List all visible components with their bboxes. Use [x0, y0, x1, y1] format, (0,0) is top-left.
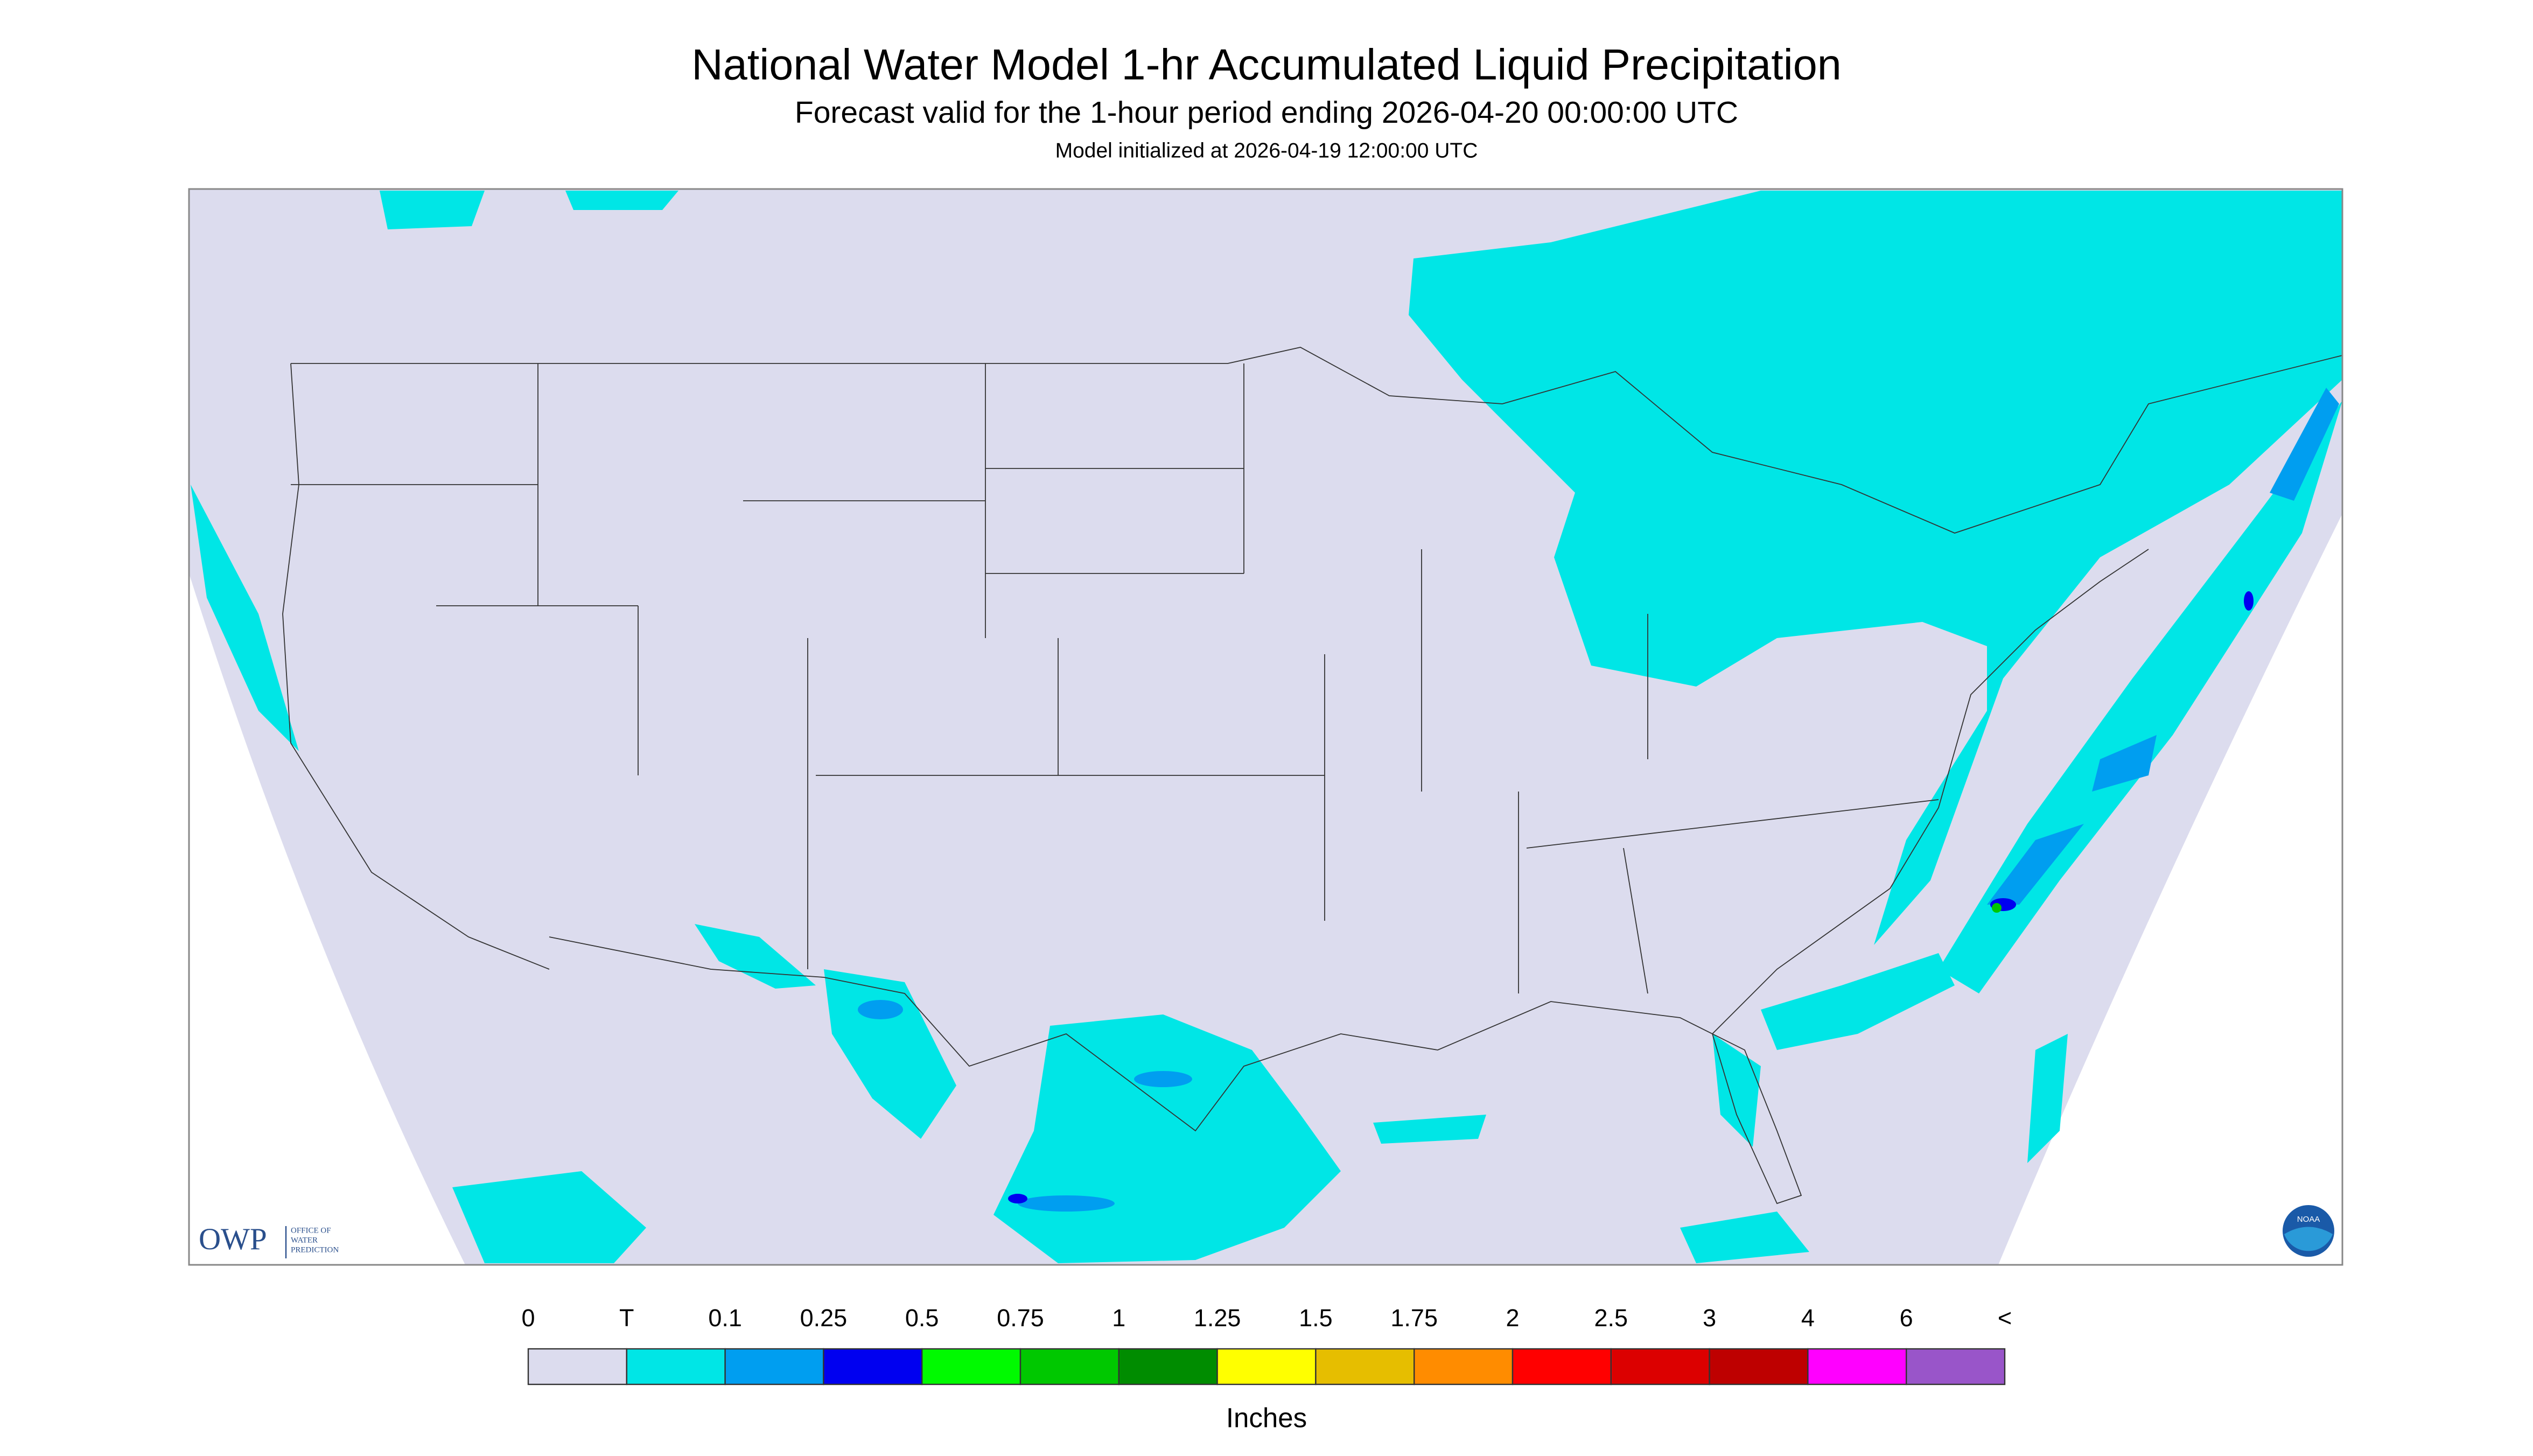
- legend-label: 6: [1900, 1304, 1913, 1332]
- logo-line: WATER: [291, 1236, 318, 1244]
- legend-label: 1: [1112, 1304, 1125, 1332]
- legend-swatch: [1315, 1348, 1415, 1385]
- legend-label: 2.5: [1594, 1304, 1628, 1332]
- noaa-text: NOAA: [2297, 1215, 2320, 1224]
- precip-moderate: [858, 388, 2339, 1212]
- legend-swatch: [1216, 1348, 1317, 1385]
- legend-swatch: [1019, 1348, 1120, 1385]
- subtitle: Forecast valid for the 1-hour period end…: [795, 95, 1738, 130]
- legend-swatch: [1905, 1348, 2006, 1385]
- legend-swatch: [1118, 1348, 1218, 1385]
- legend-units: Inches: [1226, 1402, 1307, 1433]
- legend-swatch: [1610, 1348, 1710, 1385]
- legend-label: 1.25: [1194, 1304, 1241, 1332]
- title: National Water Model 1-hr Accumulated Li…: [691, 40, 1842, 89]
- legend-swatch: [527, 1348, 628, 1385]
- legend-swatch: [1512, 1348, 1612, 1385]
- legend-swatch: [921, 1348, 1021, 1385]
- legend-label: <: [1998, 1304, 2012, 1332]
- legend-label: 1.75: [1390, 1304, 1438, 1332]
- legend-label: 0.25: [800, 1304, 848, 1332]
- init-time: Model initialized at 2026-04-19 12:00:00…: [1055, 139, 1478, 162]
- map: OWP OFFICE OF WATER PREDICTION NOAA: [188, 188, 2343, 1266]
- legend-swatch: [724, 1348, 824, 1385]
- legend-label: 0.5: [905, 1304, 939, 1332]
- precip-peak: [1992, 903, 2002, 913]
- legend-label: 2: [1506, 1304, 1519, 1332]
- legend-label: 1.5: [1299, 1304, 1333, 1332]
- legend-label: 3: [1703, 1304, 1716, 1332]
- legend-swatch: [823, 1348, 923, 1385]
- logo-line: PREDICTION: [291, 1245, 339, 1254]
- noaa-wave: [2284, 1227, 2333, 1251]
- map-frame: [188, 188, 2343, 1266]
- legend-label: 4: [1801, 1304, 1815, 1332]
- legend-swatch: [1414, 1348, 1514, 1385]
- legend-swatch: [1807, 1348, 1907, 1385]
- legend-swatch: [626, 1348, 726, 1385]
- legend-label: 0.75: [997, 1304, 1044, 1332]
- legend: 0 T 0.1 0.25 0.5 0.75 1 1.25 1.5 1.75 2 2.5 3 4 6 <: [521, 1304, 2012, 1385]
- legend-swatch: [1709, 1348, 1809, 1385]
- logo-text: OWP: [199, 1222, 267, 1256]
- legend-label: 0.1: [708, 1304, 742, 1332]
- legend-label: 0: [521, 1304, 535, 1332]
- logo-line: OFFICE OF: [291, 1226, 331, 1235]
- boundaries: [282, 347, 2343, 1205]
- legend-label: T: [619, 1304, 634, 1332]
